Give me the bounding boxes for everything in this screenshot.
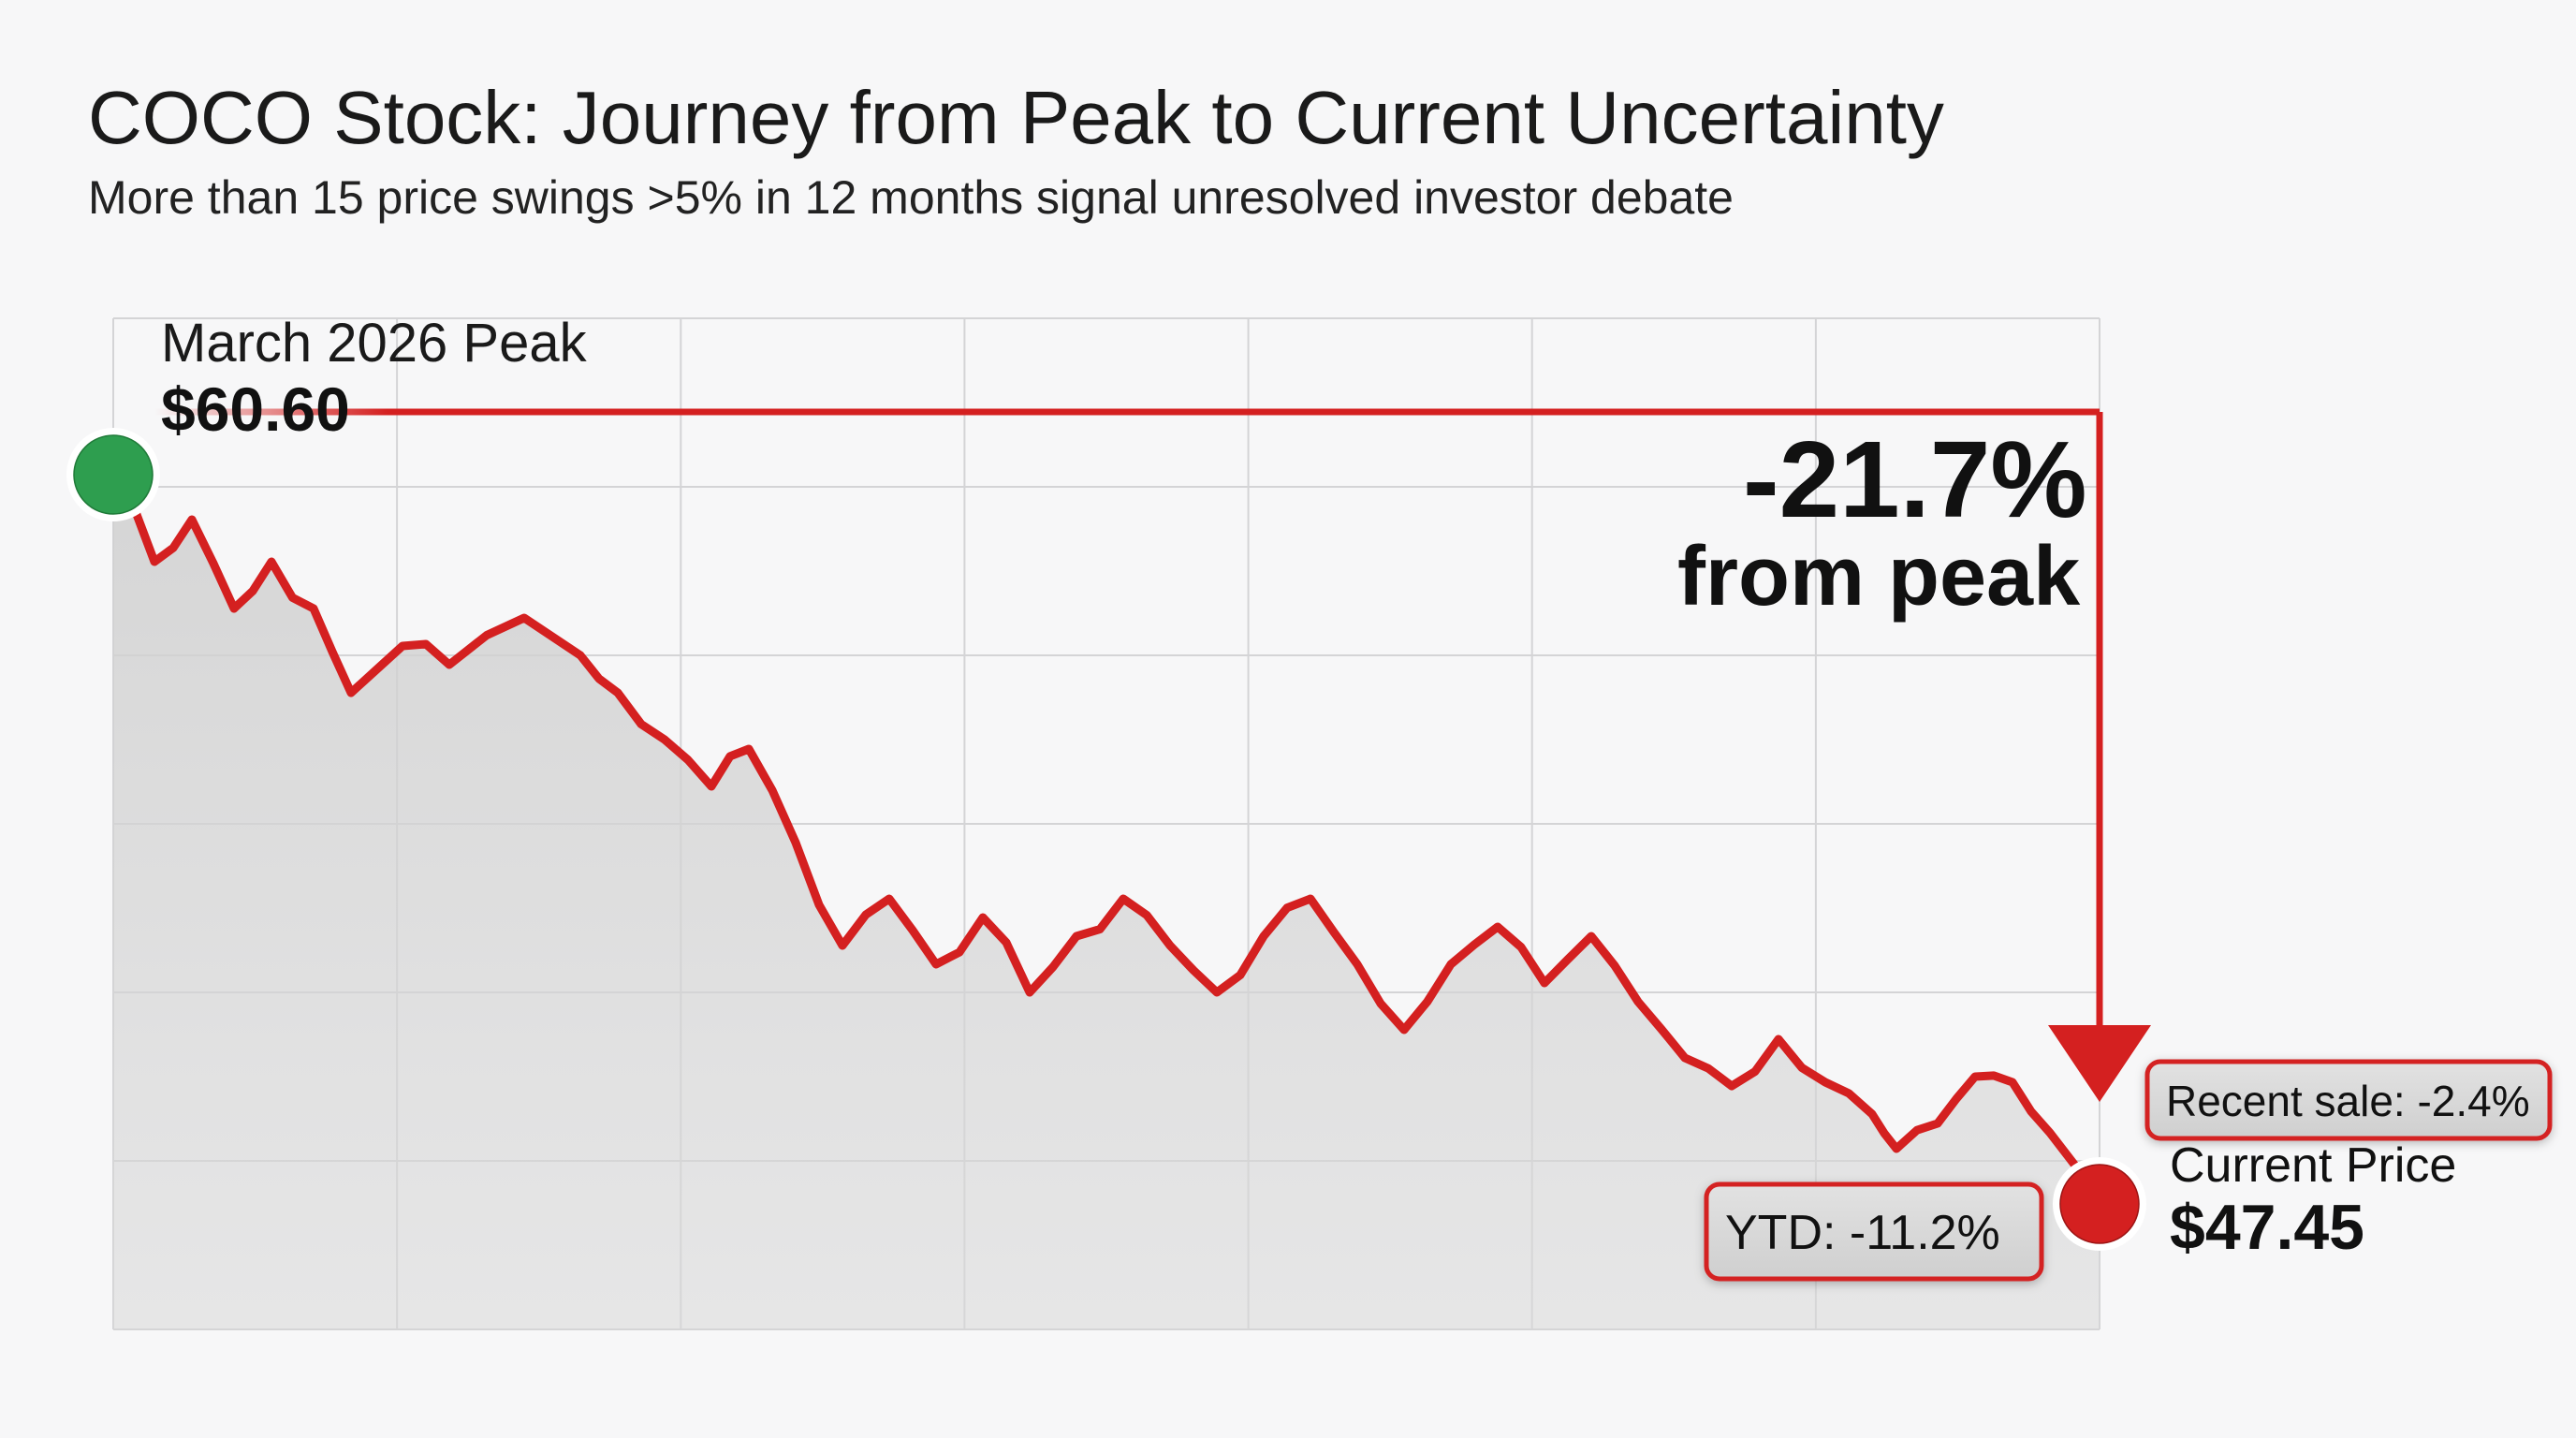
svg-text:March 2026 Peak: March 2026 Peak [161,313,588,374]
svg-text:Recent sale: -2.4%: Recent sale: -2.4% [2166,1077,2530,1125]
svg-text:$47.45: $47.45 [2170,1192,2364,1263]
svg-text:-21.7%: -21.7% [1743,418,2087,540]
svg-text:YTD: -11.2%: YTD: -11.2% [1725,1206,2000,1260]
svg-text:$60.60: $60.60 [161,374,350,444]
svg-text:from peak: from peak [1677,530,2081,624]
svg-text:Current Price: Current Price [2170,1138,2456,1193]
